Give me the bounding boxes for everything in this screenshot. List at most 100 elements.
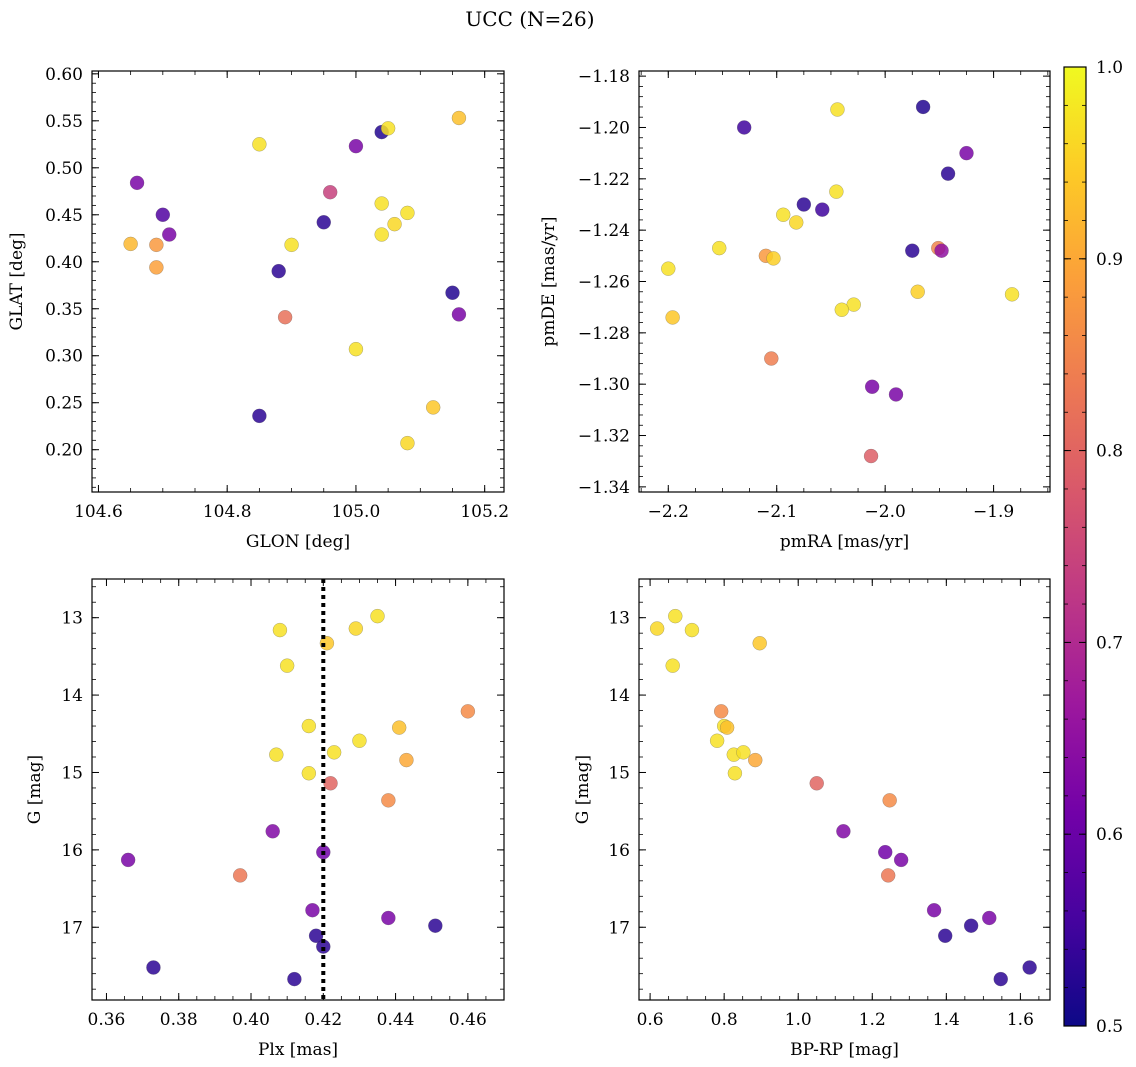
data-point [982, 910, 997, 926]
data-point [271, 263, 286, 279]
data-point [926, 903, 942, 918]
y-tick-label: 17 [61, 918, 83, 938]
data-point [764, 351, 779, 366]
colorbar-gradient [1064, 67, 1086, 1026]
data-point [445, 285, 460, 300]
colorbar: 0.5 0.6 0.7 0.8 0.9 1.0 [1063, 58, 1123, 1037]
y-tick-label: −1.24 [578, 221, 630, 241]
data-point [123, 236, 138, 252]
data-point [380, 121, 396, 136]
data-point [863, 448, 879, 464]
data-point [348, 138, 364, 154]
data-point [882, 793, 897, 808]
data-point [146, 960, 161, 975]
data-point [120, 852, 136, 868]
data-point [1022, 960, 1037, 975]
y-tick-label: 0.30 [45, 347, 83, 367]
x-tick-label: 0.46 [449, 1010, 487, 1030]
x-tick-label: 104.8 [203, 502, 252, 522]
data-point [451, 307, 467, 322]
x-tick-label: 0.38 [160, 1010, 198, 1030]
data-point [301, 718, 317, 734]
y-axis-label: GLAT [deg] [7, 232, 27, 330]
y-tick-label: −1.30 [578, 375, 630, 395]
x-axis-label: pmRA [mas/yr] [780, 532, 909, 552]
points [649, 608, 1037, 987]
data-point [864, 379, 880, 394]
x-tick-label: 0.42 [304, 1010, 342, 1030]
y-tick-label: 15 [61, 763, 83, 783]
data-point [352, 733, 367, 748]
data-point [460, 704, 476, 719]
x-axis-label: Plx [mas] [258, 1040, 338, 1060]
y-axis-label: pmDE [mas/yr] [539, 216, 559, 346]
data-point [269, 747, 284, 762]
data-point [993, 971, 1008, 987]
data-point [162, 227, 177, 242]
y-tick-label: −1.34 [578, 478, 630, 498]
data-point [910, 284, 925, 299]
data-point [381, 793, 396, 808]
y-tick-label: −1.26 [578, 273, 630, 293]
data-point [323, 776, 338, 791]
data-point [370, 608, 385, 624]
y-tick-label: 16 [61, 841, 83, 861]
data-point [649, 621, 665, 636]
data-point [149, 237, 164, 253]
data-point [661, 261, 676, 276]
data-point [272, 622, 288, 638]
data-point [748, 752, 763, 768]
data-point [752, 636, 767, 651]
data-point [391, 720, 407, 735]
data-point [880, 868, 896, 883]
data-point [425, 400, 441, 415]
x-tick-label: 0.6 [637, 1010, 664, 1030]
data-point [736, 745, 751, 760]
data-point [736, 120, 752, 135]
data-point [665, 310, 680, 325]
y-tick-label: 15 [608, 763, 630, 783]
data-point [155, 207, 171, 222]
y-tick-label: −1.28 [578, 324, 630, 344]
x-tick-label: −2.1 [756, 502, 797, 522]
data-point [796, 197, 812, 212]
data-point [232, 868, 248, 883]
data-point [149, 260, 164, 275]
data-point [905, 243, 920, 258]
x-tick-label: 0.8 [711, 1010, 738, 1030]
data-point [348, 341, 364, 357]
y-tick-label: −1.32 [578, 427, 630, 447]
x-tick-label: 1.2 [859, 1010, 886, 1030]
x-tick-label: 105.0 [332, 502, 381, 522]
y-tick-label: −1.18 [578, 67, 630, 87]
points [120, 608, 476, 987]
panel-2: −2.2 −2.1 −2.0 −1.9 −1.34 −1.32 −1.30 −1.28 −1.2… [539, 67, 1051, 552]
data-point [934, 243, 949, 258]
data-point [374, 196, 389, 211]
data-point [428, 918, 443, 933]
data-point [301, 766, 317, 781]
y-tick-label: −1.20 [578, 118, 630, 138]
data-point [809, 776, 824, 791]
data-point [451, 110, 467, 126]
data-point [829, 184, 844, 199]
x-tick-label: 105.2 [460, 502, 509, 522]
y-tick-label: 13 [608, 609, 630, 629]
y-tick-label: 16 [608, 841, 630, 861]
data-point [322, 185, 338, 200]
data-point [709, 733, 725, 748]
data-point [959, 145, 974, 161]
data-point [665, 658, 680, 673]
y-axis-label: G [mag] [573, 755, 593, 824]
data-point [316, 215, 331, 230]
data-point [714, 704, 729, 719]
colorbar-tick-label: 0.6 [1096, 825, 1123, 845]
data-point [279, 658, 295, 673]
data-point [727, 766, 743, 781]
data-point [387, 216, 402, 232]
axes-frame [91, 70, 505, 493]
data-point [129, 175, 145, 191]
data-point [836, 824, 851, 839]
x-tick-label: 1.4 [933, 1010, 960, 1030]
